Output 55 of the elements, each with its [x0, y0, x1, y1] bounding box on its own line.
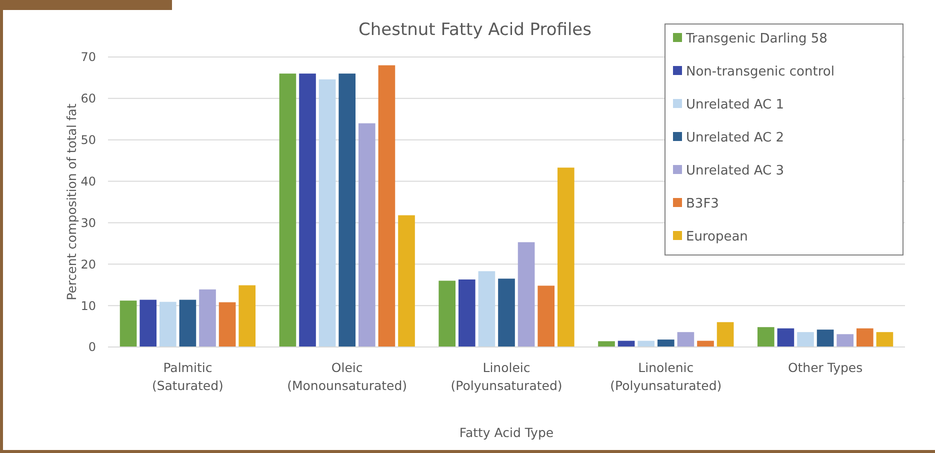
bar: [538, 286, 555, 347]
chart-title: Chestnut Fatty Acid Profiles: [358, 20, 592, 40]
bar: [140, 300, 157, 347]
legend-label: Non-transgenic control: [686, 64, 834, 80]
legend-label: Transgenic Darling 58: [685, 32, 828, 47]
y-axis-title: Percent composition of total fat: [64, 104, 79, 300]
bar: [199, 289, 216, 347]
legend-label: Unrelated AC 3: [686, 164, 784, 179]
legend-label: Unrelated AC 2: [686, 130, 784, 146]
y-tick-label: 50: [80, 133, 96, 148]
bar: [159, 302, 176, 347]
bar: [318, 79, 336, 347]
bar: [816, 330, 834, 347]
bar: [598, 341, 615, 347]
bar: [797, 332, 814, 347]
bar: [677, 332, 694, 347]
bar: [238, 285, 256, 347]
bar: [458, 279, 476, 347]
bar: [716, 322, 734, 347]
bar: [279, 74, 296, 347]
bar: [438, 280, 456, 347]
bar: [876, 332, 894, 347]
y-tick-label: 40: [80, 174, 96, 188]
bar: [498, 278, 515, 347]
legend-label: Unrelated AC 1: [686, 98, 784, 113]
bar: [518, 242, 535, 347]
bar: [179, 300, 196, 347]
bar: [856, 328, 874, 347]
x-tick-label: Palmitic (Saturated): [152, 360, 224, 393]
bar: [299, 74, 316, 347]
y-tick-label: 70: [80, 50, 96, 64]
y-tick-label: 30: [80, 216, 96, 230]
y-tick-label: 10: [80, 298, 96, 313]
bar: [378, 65, 396, 347]
bar: [398, 215, 415, 347]
bar: [338, 74, 356, 347]
y-tick-label: 20: [80, 257, 96, 272]
bar: [218, 302, 236, 347]
x-tick-label: Oleic (Monounsaturated): [287, 360, 408, 393]
bar: [777, 328, 794, 347]
bar: [478, 271, 496, 347]
bar: [657, 340, 674, 347]
y-tick-label: 60: [80, 92, 96, 106]
bar: [358, 123, 376, 347]
bar: [836, 334, 854, 347]
bar: [557, 168, 574, 347]
x-tick-label: Other Types: [788, 360, 863, 375]
x-axis-title: Fatty Acid Type: [459, 425, 554, 440]
bar: [120, 300, 137, 347]
y-tick-label: 0: [88, 340, 96, 354]
legend-label: European: [686, 230, 748, 245]
x-tick-label: Linolenic (Polyunsaturated): [610, 360, 722, 393]
x-tick-label: Linoleic (Polyunsaturated): [450, 360, 562, 393]
bar: [757, 327, 774, 347]
legend-label: B3F3: [686, 196, 719, 212]
